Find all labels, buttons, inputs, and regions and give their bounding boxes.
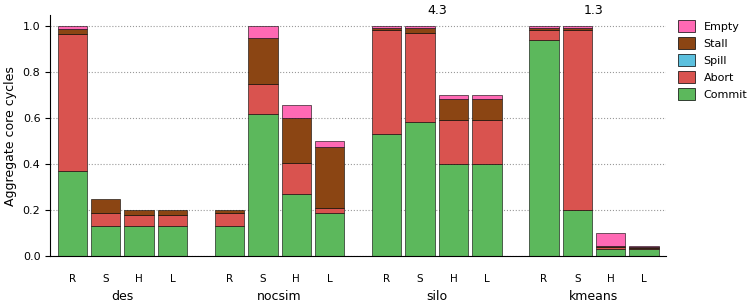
- Bar: [562, 30, 592, 210]
- Bar: [439, 95, 468, 99]
- Bar: [472, 120, 502, 164]
- Bar: [215, 213, 244, 226]
- Bar: [372, 134, 401, 256]
- Text: H: H: [135, 274, 143, 284]
- Text: kmeans: kmeans: [569, 289, 619, 303]
- Text: L: L: [484, 274, 490, 284]
- Bar: [58, 29, 87, 35]
- Bar: [629, 248, 659, 249]
- Bar: [248, 114, 278, 256]
- Text: S: S: [102, 274, 109, 284]
- Bar: [158, 226, 187, 256]
- Bar: [372, 26, 401, 28]
- Bar: [596, 247, 626, 249]
- Bar: [472, 99, 502, 120]
- Bar: [215, 226, 244, 256]
- Bar: [562, 210, 592, 256]
- Bar: [629, 246, 659, 247]
- Bar: [372, 28, 401, 30]
- Bar: [529, 40, 559, 256]
- Bar: [562, 26, 592, 28]
- Text: H: H: [450, 274, 457, 284]
- Bar: [58, 26, 87, 29]
- Bar: [439, 99, 468, 120]
- Text: H: H: [292, 274, 300, 284]
- Bar: [406, 33, 435, 122]
- Text: R: R: [69, 274, 76, 284]
- Bar: [406, 122, 435, 256]
- Bar: [472, 164, 502, 256]
- Text: R: R: [383, 274, 391, 284]
- Bar: [315, 208, 345, 213]
- Text: S: S: [574, 274, 581, 284]
- Bar: [282, 105, 311, 118]
- Bar: [282, 194, 311, 256]
- Bar: [596, 233, 626, 246]
- Text: nocsim: nocsim: [258, 289, 302, 303]
- Bar: [215, 210, 244, 213]
- Text: S: S: [417, 274, 424, 284]
- Bar: [91, 226, 120, 256]
- Bar: [91, 213, 120, 226]
- Bar: [529, 28, 559, 30]
- Text: S: S: [260, 274, 266, 284]
- Text: des: des: [111, 289, 134, 303]
- Text: L: L: [327, 274, 333, 284]
- Bar: [315, 147, 345, 208]
- Legend: Empty, Stall, Spill, Abort, Commit: Empty, Stall, Spill, Abort, Commit: [678, 21, 747, 100]
- Bar: [248, 38, 278, 84]
- Text: silo: silo: [427, 289, 448, 303]
- Bar: [562, 28, 592, 30]
- Bar: [372, 30, 401, 134]
- Bar: [248, 84, 278, 114]
- Text: L: L: [170, 274, 176, 284]
- Bar: [596, 246, 626, 247]
- Bar: [439, 120, 468, 164]
- Text: H: H: [607, 274, 614, 284]
- Bar: [529, 30, 559, 40]
- Bar: [406, 26, 435, 28]
- Bar: [282, 163, 311, 194]
- Bar: [596, 249, 626, 256]
- Bar: [629, 249, 659, 256]
- Bar: [315, 213, 345, 256]
- Bar: [629, 247, 659, 248]
- Text: L: L: [641, 274, 647, 284]
- Bar: [125, 226, 154, 256]
- Bar: [248, 26, 278, 38]
- Bar: [315, 141, 345, 147]
- Text: 4.3: 4.3: [427, 4, 447, 17]
- Bar: [158, 210, 187, 215]
- Bar: [58, 171, 87, 256]
- Bar: [91, 199, 120, 213]
- Text: 1.3: 1.3: [584, 4, 604, 17]
- Bar: [58, 35, 87, 171]
- Text: R: R: [540, 274, 547, 284]
- Bar: [406, 28, 435, 33]
- Bar: [282, 118, 311, 163]
- Bar: [439, 164, 468, 256]
- Bar: [125, 215, 154, 226]
- Bar: [125, 210, 154, 215]
- Y-axis label: Aggregate core cycles: Aggregate core cycles: [5, 66, 17, 206]
- Text: R: R: [226, 274, 233, 284]
- Bar: [472, 95, 502, 99]
- Bar: [158, 215, 187, 226]
- Bar: [529, 26, 559, 28]
